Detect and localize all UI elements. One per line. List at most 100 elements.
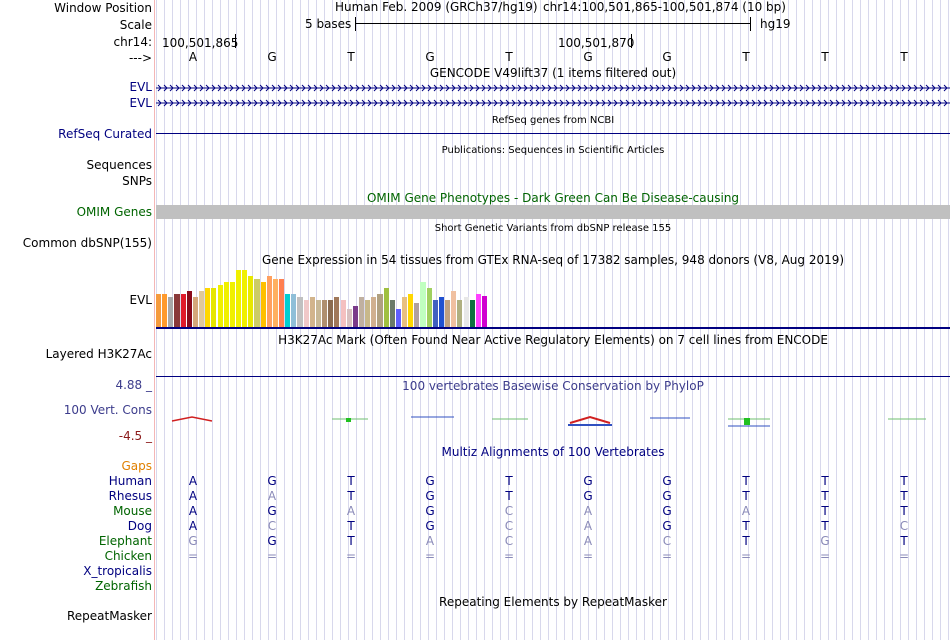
- gtex-tissue-bar[interactable]: [402, 297, 408, 327]
- strand-chevron: [799, 84, 804, 92]
- gtex-tissue-bar[interactable]: [358, 297, 365, 327]
- gtex-tissue-bar[interactable]: [352, 306, 358, 327]
- gtex-tissue-bar[interactable]: [168, 297, 174, 327]
- track-label-gtex[interactable]: EVL: [129, 293, 152, 307]
- gtex-tissue-bar[interactable]: [242, 270, 248, 327]
- gtex-tissue-bar[interactable]: [297, 297, 303, 327]
- gtex-tissue-bar[interactable]: [174, 294, 180, 327]
- gtex-tissue-bar[interactable]: [303, 300, 309, 327]
- gtex-tissue-bar[interactable]: [291, 294, 297, 327]
- gtex-tissue-bar[interactable]: [432, 300, 438, 327]
- strand-chevron: [841, 99, 846, 107]
- gencode-genes[interactable]: [156, 82, 950, 110]
- gtex-tissue-bar[interactable]: [235, 270, 242, 327]
- gtex-tissue-bar[interactable]: [162, 294, 168, 327]
- gtex-tissue-bar[interactable]: [395, 309, 401, 327]
- track-label-evl-1[interactable]: EVL: [129, 80, 152, 94]
- strand-chevron: [589, 99, 594, 107]
- track-label-snps[interactable]: SNPs: [122, 174, 152, 188]
- strand-chevron: [373, 99, 378, 107]
- species-label[interactable]: Human: [108, 474, 152, 488]
- grid-line: [596, 0, 597, 640]
- gtex-tissue-bar[interactable]: [334, 297, 340, 327]
- gtex-tissue-bar[interactable]: [463, 297, 469, 327]
- track-label-evl-2[interactable]: EVL: [129, 96, 152, 110]
- strand-chevron: [751, 84, 756, 92]
- species-label[interactable]: Mouse: [113, 504, 152, 518]
- track-label-repeatmasker[interactable]: RepeatMasker: [66, 609, 152, 623]
- grid-line: [540, 0, 541, 640]
- gtex-tissue-bar[interactable]: [469, 300, 475, 327]
- track-label-dbsnp[interactable]: Common dbSNP(155): [22, 236, 152, 250]
- gtex-bar-chart[interactable]: [156, 267, 556, 327]
- gtex-tissue-bar[interactable]: [408, 294, 414, 327]
- gtex-tissue-bar[interactable]: [199, 291, 205, 327]
- gtex-tissue-bar[interactable]: [205, 288, 211, 327]
- species-label[interactable]: Dog: [127, 519, 152, 533]
- cons-plot[interactable]: [156, 410, 950, 430]
- gtex-tissue-bar[interactable]: [346, 309, 352, 327]
- alignment-base: G: [820, 534, 830, 548]
- gtex-tissue-bar[interactable]: [229, 282, 235, 327]
- gtex-tissue-bar[interactable]: [481, 295, 488, 327]
- gtex-tissue-bar[interactable]: [322, 300, 328, 327]
- grid-line: [644, 0, 645, 640]
- gtex-tissue-bar[interactable]: [389, 300, 395, 327]
- gtex-tissue-bar[interactable]: [371, 297, 377, 327]
- omim-bar[interactable]: [156, 205, 950, 219]
- gtex-tissue-bar[interactable]: [328, 300, 334, 327]
- track-label-cons[interactable]: 100 Vert. Cons: [63, 403, 152, 417]
- position-coords[interactable]: chr14:100,501,865-100,501,874 (10 bp): [543, 0, 786, 14]
- gtex-tissue-bar[interactable]: [340, 300, 346, 327]
- strand-chevron: [715, 84, 720, 92]
- gtex-tissue-bar[interactable]: [186, 291, 192, 327]
- track-label-gaps[interactable]: Gaps: [121, 459, 152, 473]
- gtex-tissue-bar[interactable]: [414, 303, 420, 327]
- species-label[interactable]: Zebrafish: [95, 579, 152, 593]
- strand-chevron: [379, 84, 384, 92]
- gtex-tissue-bar[interactable]: [451, 291, 457, 327]
- coord-left: 100,501,865: [162, 36, 239, 50]
- gtex-tissue-bar[interactable]: [309, 297, 315, 327]
- species-label[interactable]: Rhesus: [108, 489, 152, 503]
- gtex-tissue-bar[interactable]: [192, 297, 199, 327]
- strand-chevron: [331, 84, 336, 92]
- species-label[interactable]: X_tropicalis: [83, 564, 152, 578]
- track-label-sequences[interactable]: Sequences: [86, 158, 152, 172]
- gtex-tissue-bar[interactable]: [279, 279, 285, 327]
- gtex-tissue-bar[interactable]: [285, 294, 291, 327]
- gtex-tissue-bar[interactable]: [223, 282, 229, 327]
- grid-line: [940, 0, 941, 640]
- species-label[interactable]: Chicken: [104, 549, 152, 563]
- gtex-tissue-bar[interactable]: [383, 288, 389, 327]
- gtex-tissue-bar[interactable]: [377, 294, 383, 327]
- gtex-tissue-bar[interactable]: [315, 300, 322, 327]
- strand-chevron: [409, 84, 414, 92]
- refseq-gene-line[interactable]: [156, 133, 950, 134]
- strand-chevron: [679, 84, 684, 92]
- gtex-tissue-bar[interactable]: [426, 288, 432, 327]
- gtex-tissue-bar[interactable]: [475, 294, 481, 327]
- gtex-tissue-bar[interactable]: [260, 282, 266, 327]
- gtex-tissue-bar[interactable]: [180, 294, 186, 327]
- gtex-tissue-bar[interactable]: [457, 300, 463, 327]
- gtex-tissue-bar[interactable]: [217, 285, 223, 327]
- strand-chevron: [853, 99, 858, 107]
- gtex-tissue-bar[interactable]: [420, 282, 426, 327]
- gtex-tissue-bar[interactable]: [254, 279, 260, 327]
- gtex-tissue-bar[interactable]: [266, 276, 272, 327]
- gtex-tissue-bar[interactable]: [272, 279, 278, 327]
- track-label-h3k27ac[interactable]: Layered H3K27Ac: [45, 347, 152, 361]
- gtex-tissue-bar[interactable]: [211, 288, 217, 327]
- gtex-tissue-bar[interactable]: [365, 300, 371, 327]
- species-label[interactable]: Elephant: [98, 534, 152, 548]
- strand-chevron: [673, 99, 678, 107]
- gtex-tissue-bar[interactable]: [156, 294, 162, 327]
- strand-chevron: [343, 99, 348, 107]
- gtex-tissue-bar[interactable]: [445, 300, 451, 327]
- gtex-tissue-bar[interactable]: [248, 276, 254, 327]
- track-label-omim[interactable]: OMIM Genes: [76, 205, 152, 219]
- gtex-tissue-bar[interactable]: [438, 297, 445, 327]
- track-label-refseq[interactable]: RefSeq Curated: [58, 127, 152, 141]
- strand-chevron: [457, 99, 462, 107]
